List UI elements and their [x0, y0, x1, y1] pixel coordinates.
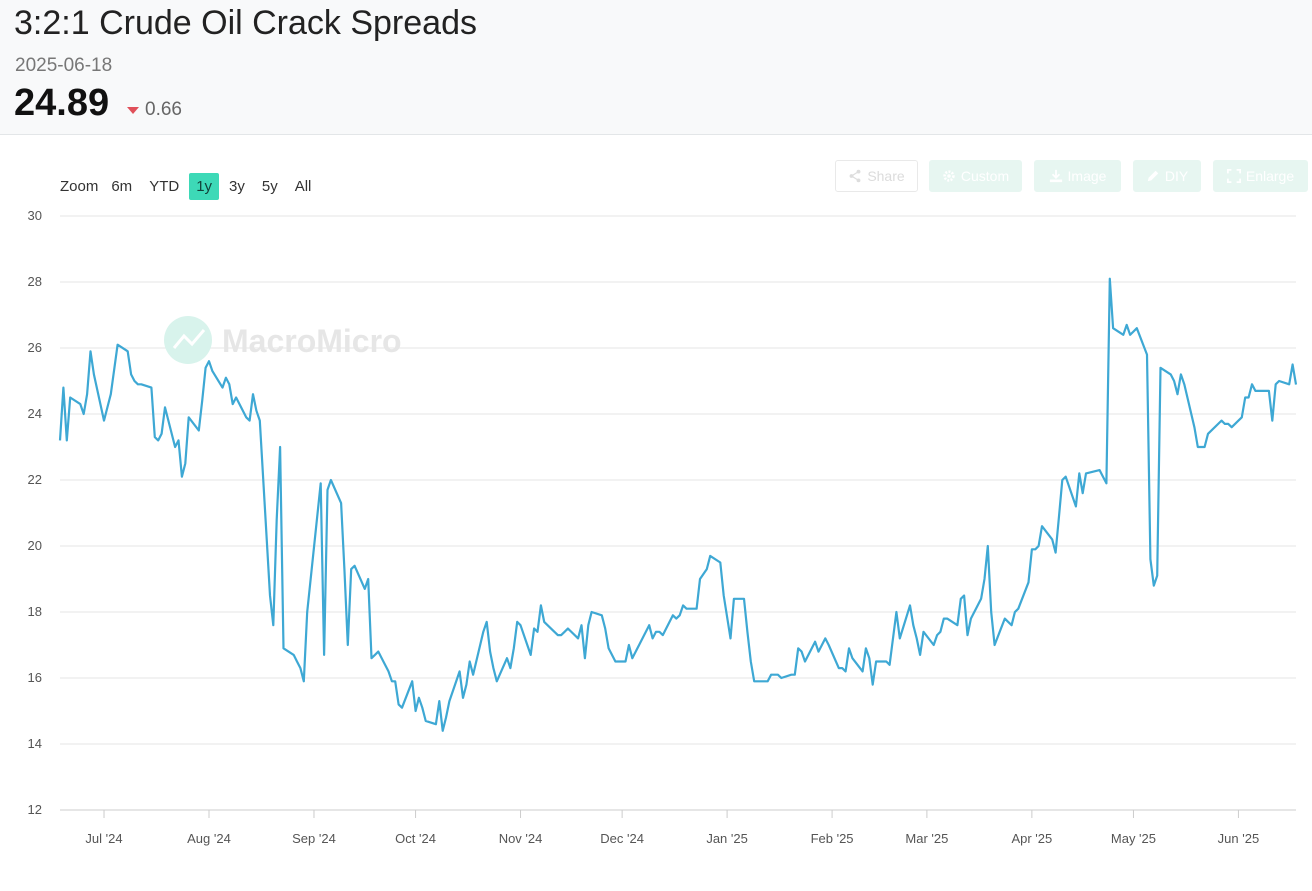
share-button[interactable]: Share	[835, 160, 918, 192]
y-tick-label: 18	[28, 604, 42, 619]
image-button[interactable]: Image	[1034, 160, 1121, 192]
x-tick-label: Mar '25	[905, 831, 948, 846]
zoom-1y-button[interactable]: 1y	[189, 173, 220, 200]
y-axis: 12 14 16 18 20 22 24 26 28 30	[28, 208, 42, 817]
y-tick-label: 30	[28, 208, 42, 223]
zoom-label: Zoom	[60, 178, 99, 195]
share-label: Share	[867, 168, 905, 184]
pencil-icon	[1147, 170, 1159, 182]
x-axis: Jul '24 Aug '24 Sep '24 Oct '24 Nov '24 Dec '…	[85, 810, 1259, 846]
line-chart: MacroMicro 12 14 16 18 20 22 24 26 28 30 Jul '24 A…	[28, 208, 1298, 846]
zoom-ytd-button[interactable]: YTD	[149, 178, 180, 195]
gear-icon	[943, 170, 955, 182]
down-triangle-icon	[127, 106, 139, 114]
zoom-3y-button[interactable]: 3y	[229, 178, 245, 195]
x-tick-label: Jan '25	[706, 831, 748, 846]
grid-lines	[60, 215, 1296, 811]
x-tick-label: May '25	[1111, 831, 1156, 846]
y-tick-label: 26	[28, 340, 42, 355]
diy-label: DIY	[1164, 168, 1189, 184]
data-points	[59, 278, 1297, 731]
page-title: 3:2:1 Crude Oil Crack Spreads	[14, 4, 477, 42]
x-tick-label: Jul '24	[85, 831, 122, 846]
diy-button[interactable]: DIY	[1133, 160, 1201, 192]
enlarge-label: Enlarge	[1245, 168, 1295, 184]
change-indicator: 0.66	[127, 99, 182, 121]
y-tick-label: 14	[28, 736, 42, 751]
x-tick-label: Nov '24	[499, 831, 543, 846]
zoom-5y-button[interactable]: 5y	[261, 178, 278, 195]
expand-icon	[1226, 169, 1241, 183]
y-tick-label: 20	[28, 538, 42, 553]
x-tick-label: Feb '25	[811, 831, 854, 846]
change-value: 0.66	[145, 99, 182, 120]
x-tick-label: Dec '24	[600, 831, 644, 846]
enlarge-button[interactable]: Enlarge	[1213, 160, 1308, 192]
x-tick-label: Aug '24	[187, 831, 231, 846]
latest-value: 24.89	[14, 82, 110, 124]
share-icon	[849, 169, 861, 183]
watermark-text: MacroMicro	[222, 323, 402, 359]
image-label: Image	[1067, 168, 1107, 184]
x-tick-label: Oct '24	[395, 831, 436, 846]
y-tick-label: 12	[28, 802, 42, 817]
y-tick-label: 22	[28, 472, 42, 487]
y-tick-label: 28	[28, 274, 42, 289]
x-tick-label: Apr '25	[1011, 831, 1052, 846]
x-tick-label: Jun '25	[1218, 831, 1260, 846]
custom-button[interactable]: Custom	[929, 160, 1022, 192]
zoom-all-button[interactable]: All	[294, 178, 312, 195]
x-tick-label: Sep '24	[292, 831, 336, 846]
zoom-bar: Zoom 6m YTD 1y 3y 5y All	[60, 173, 321, 200]
y-tick-label: 16	[28, 670, 42, 685]
latest-date: 2025-06-18	[15, 55, 113, 76]
watermark: MacroMicro	[164, 316, 402, 364]
header: 3:2:1 Crude Oil Crack Spreads 2025-06-18…	[0, 0, 1312, 135]
y-tick-label: 24	[28, 406, 42, 421]
custom-label: Custom	[960, 168, 1010, 184]
download-icon	[1049, 169, 1062, 183]
zoom-6m-button[interactable]: 6m	[111, 178, 133, 195]
